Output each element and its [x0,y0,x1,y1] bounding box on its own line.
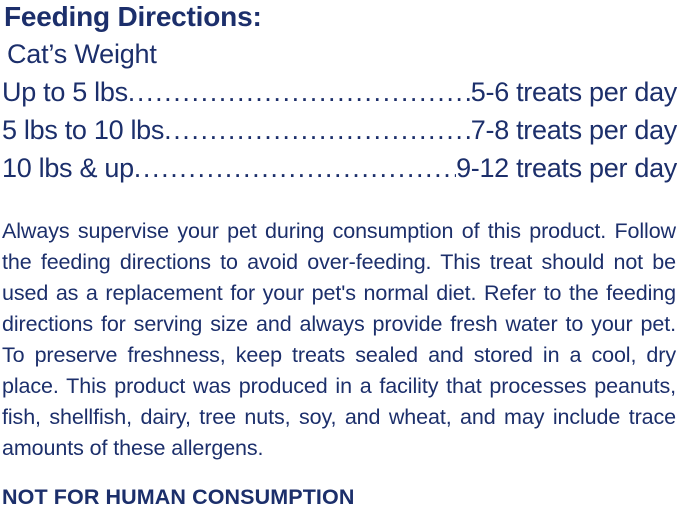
instructions-paragraph: Always supervise your pet during consump… [2,216,676,464]
page-title: Feeding Directions: [4,1,262,32]
not-for-human-consumption-warning: NOT FOR HUMAN CONSUMPTION [2,485,355,509]
feeding-table: Up to 5 lbs ............................… [2,73,677,187]
cats-weight-column-header: Cat’s Weight [7,39,157,69]
serving-amount: 7-8 treats per day [470,115,677,145]
serving-amount: 9-12 treats per day [456,153,677,183]
feeding-row: Up to 5 lbs ............................… [2,73,677,111]
serving-amount: 5-6 treats per day [470,77,677,107]
feeding-row: 5 lbs to 10 lbs ........................… [2,111,677,149]
feeding-row: 10 lbs & up ............................… [2,149,677,187]
dot-leader: ........................................… [133,153,456,183]
weight-range: 5 lbs to 10 lbs [2,115,165,145]
weight-range: Up to 5 lbs [2,77,128,107]
instructions-text: Always supervise your pet during consump… [2,219,676,460]
weight-range: 10 lbs & up [2,153,134,183]
dot-leader: ........................................… [127,77,471,107]
dot-leader: ........................................… [164,115,471,145]
